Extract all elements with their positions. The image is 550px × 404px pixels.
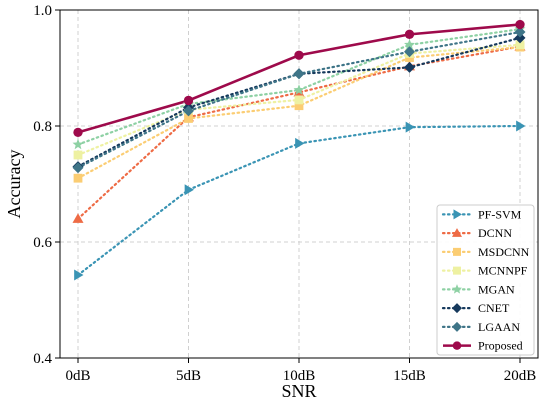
- data-point-lgaan: [183, 105, 194, 117]
- data-point-pf-svm: [295, 137, 305, 149]
- x-axis-ticks: 0dB 5dB 10dB 15dB 20dB: [65, 358, 536, 384]
- data-point-mgan: [293, 84, 305, 95]
- data-point-proposed: [294, 50, 304, 60]
- data-point-mcnnpf: [294, 95, 304, 105]
- y-tick-label: 0.6: [33, 235, 52, 251]
- data-point-pf-svm: [516, 120, 526, 132]
- legend-marker-dcnn: [452, 228, 462, 237]
- x-tick-label: 5dB: [176, 368, 201, 384]
- legend-label-dcnn: DCNN: [478, 226, 512, 240]
- legend-marker-proposed: [452, 341, 462, 350]
- y-tick-label: 1.0: [33, 3, 52, 19]
- data-point-proposed: [515, 19, 525, 30]
- legend-label-cnet: CNET: [478, 301, 510, 315]
- x-axis-title: SNR: [281, 381, 316, 401]
- legend-marker-mgan: [452, 284, 462, 294]
- y-tick-label: 0.4: [33, 351, 52, 367]
- data-point-dcnn: [72, 213, 84, 223]
- data-point-pf-svm: [405, 121, 415, 133]
- legend-label-msdcnn: MSDCNN: [478, 245, 530, 259]
- data-point-msdcnn: [73, 173, 83, 183]
- data-point-lgaan: [72, 162, 84, 174]
- legend-label-pf-svm: PF-SVM: [478, 207, 522, 221]
- legend-label-proposed: Proposed: [478, 339, 523, 353]
- data-point-mcnnpf: [73, 150, 83, 160]
- legend-marker-mcnnpf: [453, 266, 461, 275]
- x-tick-label: 15dB: [393, 368, 426, 384]
- data-point-cnet: [514, 32, 526, 44]
- y-tick-label: 0.8: [33, 119, 52, 135]
- data-point-proposed: [183, 95, 194, 106]
- data-point-pf-svm: [74, 269, 84, 281]
- legend-frame: [436, 204, 535, 356]
- x-tick-label: 10dB: [283, 368, 316, 384]
- legend-marker-msdcnn: [453, 247, 461, 256]
- data-point-proposed: [73, 127, 83, 138]
- legend-marker-lgaan: [452, 321, 462, 332]
- legend-marker-cnet: [452, 303, 462, 314]
- series-markers: [72, 19, 526, 281]
- data-point-mgan: [404, 39, 415, 50]
- data-point-mgan: [72, 138, 84, 150]
- y-axis-ticks: 0.4 0.6 0.8 1.0: [33, 3, 60, 367]
- data-point-lgaan: [404, 46, 415, 58]
- data-point-lgaan: [514, 26, 526, 38]
- y-axis-title: Accuracy: [4, 150, 24, 219]
- legend-label-mcnnpf: MCNNPF: [478, 264, 528, 278]
- data-point-mcnnpf: [515, 40, 525, 50]
- legend-label-lgaan: LGAAN: [478, 320, 520, 334]
- data-point-lgaan: [293, 68, 305, 80]
- legend-marker-pf-svm: [453, 209, 462, 220]
- legend-label-mgan: MGAN: [478, 282, 515, 296]
- data-point-cnet: [404, 61, 415, 73]
- data-point-msdcnn: [184, 114, 193, 123]
- data-point-proposed: [404, 29, 415, 40]
- series-line-dcnn: [76, 45, 522, 220]
- x-tick-label: 0dB: [65, 368, 90, 384]
- data-point-pf-svm: [184, 184, 194, 196]
- x-tick-label: 20dB: [504, 368, 537, 384]
- legend: PF-SVM DCNN MSDCNN MCNNPF MGAN CNET LGAAN Propo…: [436, 204, 535, 356]
